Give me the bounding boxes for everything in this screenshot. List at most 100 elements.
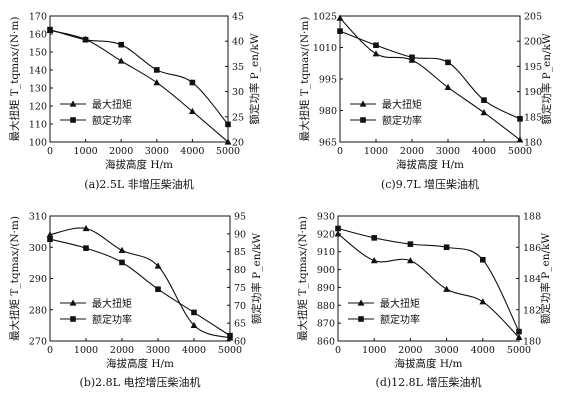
- x-tick-label: 0: [337, 146, 343, 157]
- power-data-point: [118, 41, 124, 48]
- plot-frame: [337, 215, 520, 342]
- legend-power-label: 额定功率: [92, 114, 132, 127]
- legend-torque-marker: [69, 100, 77, 107]
- y-left-tick-label: 880: [317, 301, 335, 312]
- y-left-tick-label: 170: [29, 12, 47, 23]
- legend-power-marker: [70, 117, 76, 123]
- power-data-point: [517, 116, 523, 122]
- power-data-point: [47, 26, 53, 33]
- power-data-point: [155, 286, 161, 293]
- torque-data-point: [370, 257, 378, 264]
- y-left-tick-label: 860: [317, 337, 335, 348]
- torque-data-point: [117, 57, 125, 64]
- torque-data-point: [189, 107, 196, 114]
- y-left-tick-label: 910: [317, 247, 335, 258]
- power-series-line: [49, 29, 229, 125]
- x-tick-label: 5000: [218, 345, 242, 356]
- power-data-point: [225, 121, 231, 128]
- torque-series-line: [49, 29, 229, 143]
- power-series-line: [337, 227, 520, 332]
- y-right-tick-label: 195: [524, 62, 542, 73]
- x-tick-label: 5000: [216, 146, 240, 157]
- legend-torque-marker: [357, 299, 365, 306]
- torque-data-point: [154, 262, 162, 269]
- y-left-tick-label: 150: [29, 48, 47, 59]
- y-left-tick-label: 965: [319, 138, 337, 149]
- torque-data-point: [190, 321, 198, 328]
- plot-frame: [49, 215, 231, 342]
- y-right-tick-label: 75: [234, 283, 246, 294]
- legend-power-label: 额定功率: [92, 313, 132, 326]
- y-right-axis-label: 额定功率 P_en/kW: [248, 33, 261, 125]
- x-axis-label: 海拔高度 H/m: [106, 357, 174, 370]
- torque-data-point: [224, 138, 232, 145]
- y-left-tick-label: 890: [317, 283, 335, 294]
- legend-torque-label: 最大扭矩: [92, 98, 132, 111]
- power-data-point: [480, 256, 486, 263]
- legend-power-marker: [360, 117, 366, 123]
- y-right-tick-label: 65: [234, 319, 246, 330]
- x-tick-label: 3000: [435, 345, 459, 356]
- torque-series-line: [337, 233, 520, 338]
- y-right-tick-label: 25: [232, 112, 244, 123]
- power-series-line: [339, 30, 521, 120]
- y-right-tick-label: 85: [234, 247, 246, 258]
- power-data-point: [407, 241, 414, 247]
- chart-panel-2: 0 1000 2000 3000 4000 5000 270 280 290 300 310 60 65…: [8, 212, 263, 390]
- chart-caption: (d)12.8L 增压柴油机: [376, 375, 482, 389]
- chart-caption: (b)2.8L 电控增压柴油机: [80, 375, 201, 389]
- y-left-tick-label: 980: [319, 106, 337, 117]
- y-right-tick-label: 45: [232, 12, 244, 23]
- y-right-tick-label: 70: [234, 301, 246, 312]
- x-tick-label: 2000: [400, 146, 424, 157]
- x-tick-label: 0: [47, 345, 53, 356]
- y-right-tick-label: 188: [523, 212, 541, 223]
- x-axis-label: 海拔高度 H/m: [105, 158, 173, 171]
- power-data-point: [191, 309, 197, 316]
- y-right-tick-label: 190: [524, 87, 542, 98]
- y-left-axis-label: 最大扭矩 T_tqmax/(N·m): [8, 216, 21, 341]
- torque-series-line: [339, 17, 521, 141]
- y-left-tick-label: 870: [317, 319, 335, 330]
- legend-torque-label: 最大扭矩: [380, 297, 420, 310]
- chart-panel-0: 0 1000 2000 3000 4000 5000 100 110 120 130 140 150 1…: [8, 12, 261, 192]
- x-tick-label: 3000: [145, 146, 169, 157]
- y-left-tick-label: 130: [29, 84, 47, 95]
- x-tick-label: 4000: [472, 146, 496, 157]
- plot-frame: [339, 15, 521, 143]
- x-tick-label: 1000: [74, 146, 98, 157]
- power-data-point: [481, 97, 487, 103]
- legend-torque-label: 最大扭矩: [382, 98, 422, 111]
- y-left-tick-label: 1025: [313, 12, 337, 23]
- power-data-point: [47, 236, 53, 243]
- x-axis-label: 海拔高度 H/m: [396, 158, 464, 171]
- y-right-tick-label: 184: [523, 274, 541, 285]
- torque-data-point: [153, 79, 161, 86]
- torque-data-point: [444, 83, 452, 90]
- y-left-tick-label: 290: [29, 274, 47, 285]
- chart-panel-3: 0 1000 2000 3000 4000 5000 860 870 880 890 900 910 9…: [296, 212, 552, 390]
- y-left-axis-label: 最大扭矩 T_tqmax/(N·m): [8, 17, 21, 142]
- y-left-tick-label: 1010: [313, 43, 337, 54]
- x-tick-label: 2000: [110, 345, 134, 356]
- x-tick-label: 1000: [362, 345, 386, 356]
- y-left-tick-label: 160: [29, 30, 47, 41]
- power-data-point: [371, 235, 377, 241]
- chart-panel-1: 0 1000 2000 3000 4000 5000 965 980 995 1010 1025 18…: [298, 12, 553, 192]
- legend-power-label: 额定功率: [380, 313, 420, 326]
- y-right-tick-label: 180: [524, 138, 542, 149]
- y-right-tick-label: 80: [234, 265, 246, 276]
- power-data-point: [227, 332, 233, 339]
- power-data-point: [119, 259, 125, 266]
- y-left-tick-label: 120: [29, 102, 47, 113]
- torque-data-point: [479, 298, 487, 305]
- legend-torque-label: 最大扭矩: [92, 297, 132, 310]
- y-right-tick-label: 90: [234, 229, 246, 240]
- y-right-tick-label: 205: [524, 12, 542, 23]
- y-left-tick-label: 270: [29, 337, 47, 348]
- power-series-line: [49, 238, 231, 337]
- chart-caption: (a)2.5L 非增压柴油机: [84, 177, 193, 191]
- x-tick-label: 4000: [182, 345, 206, 356]
